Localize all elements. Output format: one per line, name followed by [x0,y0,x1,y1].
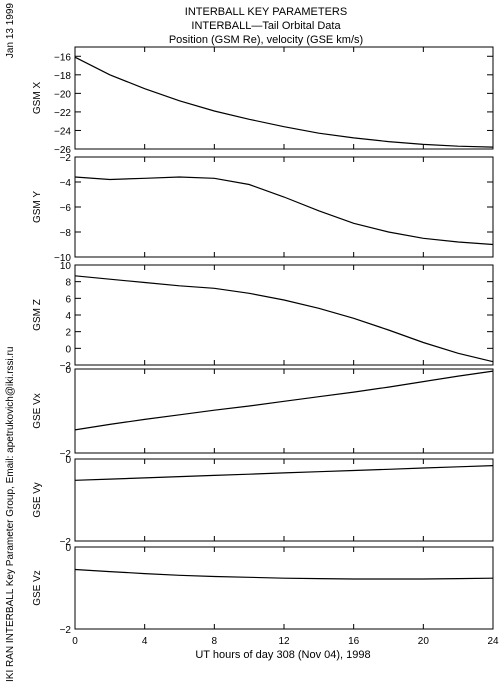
panel-3: 10 8 6 4 2 0 −2 GSM Z [32,261,494,372]
y-tick-label: −22 [54,108,71,119]
series-line-gse-vz [74,568,494,580]
y-tick-label: −26 [54,145,71,156]
y-tick-label: 0 [65,455,71,466]
x-tick-label: 16 [348,636,360,647]
panel-1: −16 −18 −20 −22 −24 −26 GSM X [32,46,494,156]
panel-frame [74,46,494,150]
y-tick-label: 10 [60,261,72,272]
panel-frame [74,264,494,366]
y-tick-label: −24 [54,126,71,137]
y-axis-label: GSE Vx [32,393,43,429]
series-line-gse-vy [74,465,494,481]
x-tick-label: 24 [487,636,499,647]
panel-5: 0 −2 GSE Vy [32,455,494,548]
y-tick-label: 6 [65,294,71,305]
y-tick-label: 0 [65,365,71,376]
figure-title: INTERBALL KEY PARAMETERS INTERBALL—Tail … [169,6,363,46]
panel-frame [74,458,494,542]
series-line-gsm-x [74,56,494,148]
y-tick-label: 2 [65,328,71,339]
series-line-gsm-z [74,275,494,363]
title-line-2: INTERBALL—Tail Orbital Data [191,20,341,32]
y-tick-label: 0 [65,344,71,355]
panel-4: 0 −2 GSE Vx [32,365,494,460]
series-line-gse-vx [74,370,494,431]
y-tick-label: −6 [60,203,72,214]
y-tick-label: −16 [54,52,71,63]
title-line-3: Position (GSM Re), velocity (GSE km/s) [169,34,363,46]
panel-frame [74,546,494,630]
y-axis-label: GSM X [32,82,43,115]
y-tick-label: −10 [54,253,71,264]
series-line-gsm-y [74,176,494,246]
y-tick-label: −2 [60,449,72,460]
x-axis-label: UT hours of day 308 (Nov 04), 1998 [195,649,370,661]
date-stamp: Jan 13 1999 [5,3,16,58]
credit-line: IKI RAN INTERBALL Key Parameter Group, E… [5,347,16,682]
x-tick-label: 0 [72,636,78,647]
x-tick-label: 12 [278,636,290,647]
x-axis: 0 4 8 12 16 20 24 [72,636,499,647]
y-tick-label: −2 [60,361,72,372]
panel-frame [74,368,494,454]
x-tick-label: 4 [142,636,148,647]
panel-2: −2 −4 −6 −8 −10 GSM Y [32,153,494,264]
x-tick-label: 20 [418,636,430,647]
y-tick-label: −20 [54,89,71,100]
x-tick-label: 8 [212,636,218,647]
y-tick-label: −2 [60,537,72,548]
y-tick-label: 4 [65,311,71,322]
y-tick-label: −4 [60,178,72,189]
y-tick-label: 8 [65,278,71,289]
y-tick-label: −18 [54,71,71,82]
y-axis-label: GSE Vz [32,570,43,606]
y-axis-label: GSM Z [32,299,43,331]
y-tick-label: −2 [60,625,72,636]
y-axis-label: GSE Vy [32,482,43,517]
title-line-1: INTERBALL KEY PARAMETERS [185,6,347,18]
y-tick-label: −2 [60,153,72,164]
panel-6: 0 −2 GSE Vz [32,543,494,636]
y-tick-label: 0 [65,543,71,554]
y-tick-label: −8 [60,228,72,239]
panel-frame [74,156,494,258]
y-axis-label: GSM Y [32,191,43,223]
